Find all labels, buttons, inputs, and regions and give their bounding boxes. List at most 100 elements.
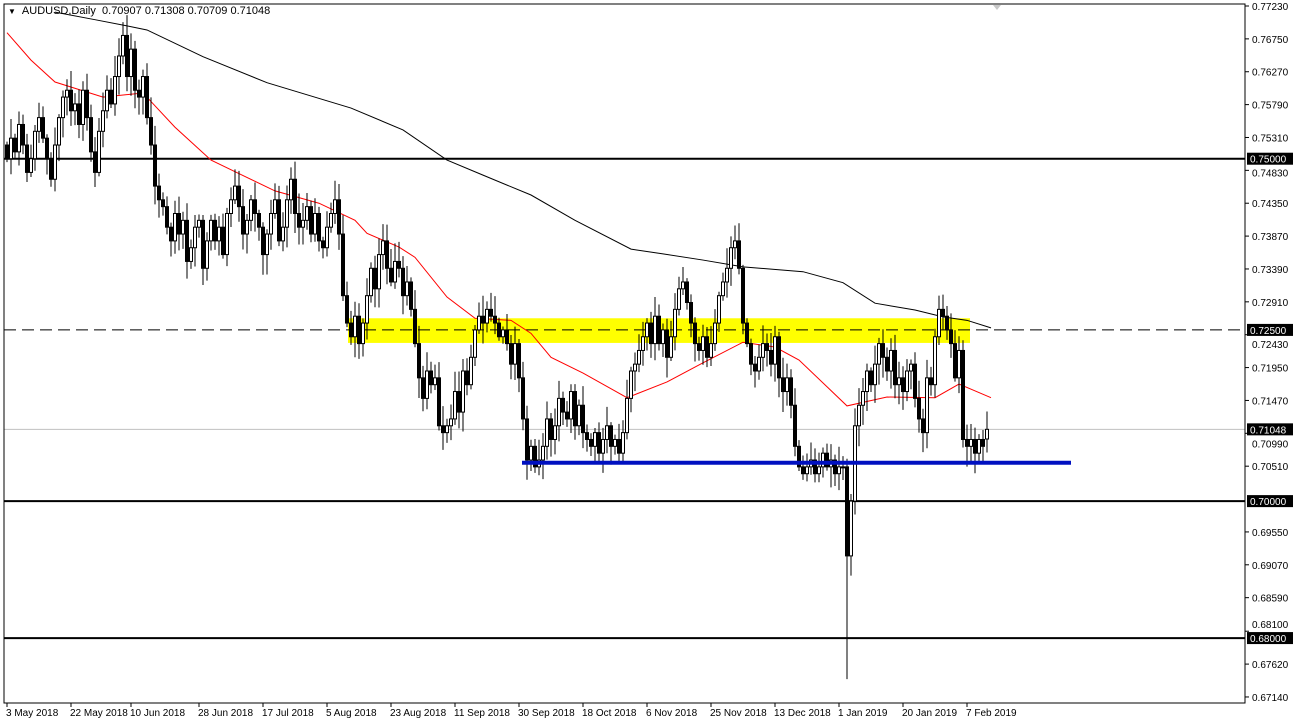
bull-candle [233, 185, 237, 201]
bull-candle [265, 233, 269, 256]
bear-candle [705, 336, 709, 358]
bull-candle [17, 123, 21, 153]
bear-candle [253, 199, 257, 214]
bear-candle [293, 178, 297, 214]
date-tick-label: 28 Jun 2018 [198, 708, 253, 719]
ohlc-readout: 0.70907 0.71308 0.70709 0.71048 [102, 5, 271, 17]
price-tick-label: 0.68100 [1252, 620, 1289, 631]
bear-candle [13, 137, 17, 153]
bull-candle [865, 370, 869, 393]
bull-candle [633, 363, 637, 372]
candles-layer [5, 15, 989, 680]
date-tick-label: 30 Sep 2018 [518, 708, 575, 719]
date-tick-label: 25 Nov 2018 [710, 708, 767, 719]
bear-candle [185, 219, 189, 262]
bull-candle [837, 466, 841, 475]
bear-candle [901, 377, 905, 393]
bull-candle [733, 240, 737, 249]
bull-candle [625, 397, 629, 434]
price-tick-label: 0.68590 [1252, 594, 1289, 605]
triangle-down-icon[interactable]: ▼ [8, 7, 16, 16]
price-tick-label: 0.77230 [1252, 2, 1289, 13]
bear-candle [241, 206, 245, 235]
bull-candle [593, 432, 597, 447]
price-tick-label: 0.67140 [1252, 693, 1289, 704]
bull-candle [821, 452, 825, 468]
bear-candle [825, 452, 829, 468]
price-tick-label: 0.75310 [1252, 133, 1289, 144]
level-price-tag-bg [1247, 495, 1293, 508]
price-tick-label: 0.67620 [1252, 660, 1289, 671]
bull-candle [545, 418, 549, 447]
bear-candle [157, 185, 161, 201]
bear-candle [665, 329, 669, 358]
bull-candle [725, 267, 729, 283]
price-tick-label: 0.69070 [1252, 561, 1289, 572]
bull-candle [205, 240, 209, 269]
bear-candle [781, 377, 785, 393]
bull-candle [841, 466, 845, 469]
bull-candle [681, 281, 685, 290]
bull-candle [37, 117, 41, 132]
bull-candle [709, 343, 713, 358]
date-tick-label: 6 Nov 2018 [646, 708, 698, 719]
bear-candle [165, 206, 169, 228]
bull-candle [721, 281, 725, 297]
bull-candle [9, 137, 13, 160]
price-tick-label: 0.76270 [1252, 68, 1289, 79]
price-tick-label: 0.73870 [1252, 232, 1289, 243]
bull-candle [661, 329, 665, 345]
bear-candle [337, 199, 341, 235]
bear-candle [697, 343, 701, 351]
bear-candle [389, 267, 393, 283]
price-tick-label: 0.71470 [1252, 396, 1289, 407]
date-tick-label: 7 Feb 2019 [966, 708, 1017, 719]
bull-candle [621, 432, 625, 454]
price-tick-label: 0.71950 [1252, 364, 1289, 375]
bull-candle [405, 281, 409, 297]
bull-candle [677, 288, 681, 310]
time-axis[interactable]: 3 May 2018 22 May 2018 10 Jun 2018 28 Jun 2… [4, 702, 1245, 719]
bull-candle [857, 404, 861, 427]
bear-candle [941, 308, 945, 317]
bear-candle [737, 240, 741, 269]
date-tick-label: 11 Sep 2018 [454, 708, 510, 719]
bear-candle [793, 404, 797, 447]
bear-candle [881, 343, 885, 358]
bear-candle [85, 89, 89, 119]
bull-candle [473, 329, 477, 358]
level-price-tag-bg [1247, 323, 1293, 336]
level-price-tag: 0.70000 [1250, 497, 1287, 508]
bull-candle [937, 308, 941, 338]
bull-candle [329, 212, 333, 228]
bear-candle [5, 144, 9, 160]
bear-candle [257, 212, 261, 228]
bull-candle [601, 438, 605, 454]
chart-shift-marker-icon[interactable] [993, 5, 1001, 10]
bear-candle [929, 377, 933, 386]
bear-candle [321, 240, 325, 249]
bull-candle [713, 322, 717, 345]
bear-candle [517, 343, 521, 379]
bid-price-tag: 0.71048 [1250, 425, 1287, 436]
bull-candle [641, 336, 645, 351]
bear-candle [649, 322, 653, 345]
price-axis[interactable]: 0.77230 0.76750 0.76270 0.75790 0.75310 0.748… [1244, 2, 1293, 704]
bull-candle [513, 343, 517, 365]
bull-candle [485, 308, 489, 324]
bull-candle [701, 336, 705, 351]
bull-candle [173, 212, 177, 242]
bull-candle [361, 322, 365, 345]
bull-candle [817, 466, 821, 475]
bull-candle [653, 315, 657, 345]
date-tick-label: 1 Jan 2019 [838, 708, 888, 719]
bull-candle [577, 404, 581, 427]
bear-candle [693, 322, 697, 345]
bear-candle [489, 308, 493, 317]
bull-candle [889, 349, 893, 372]
bull-candle [225, 212, 229, 256]
bear-candle [949, 329, 953, 345]
bull-candle [477, 315, 481, 331]
